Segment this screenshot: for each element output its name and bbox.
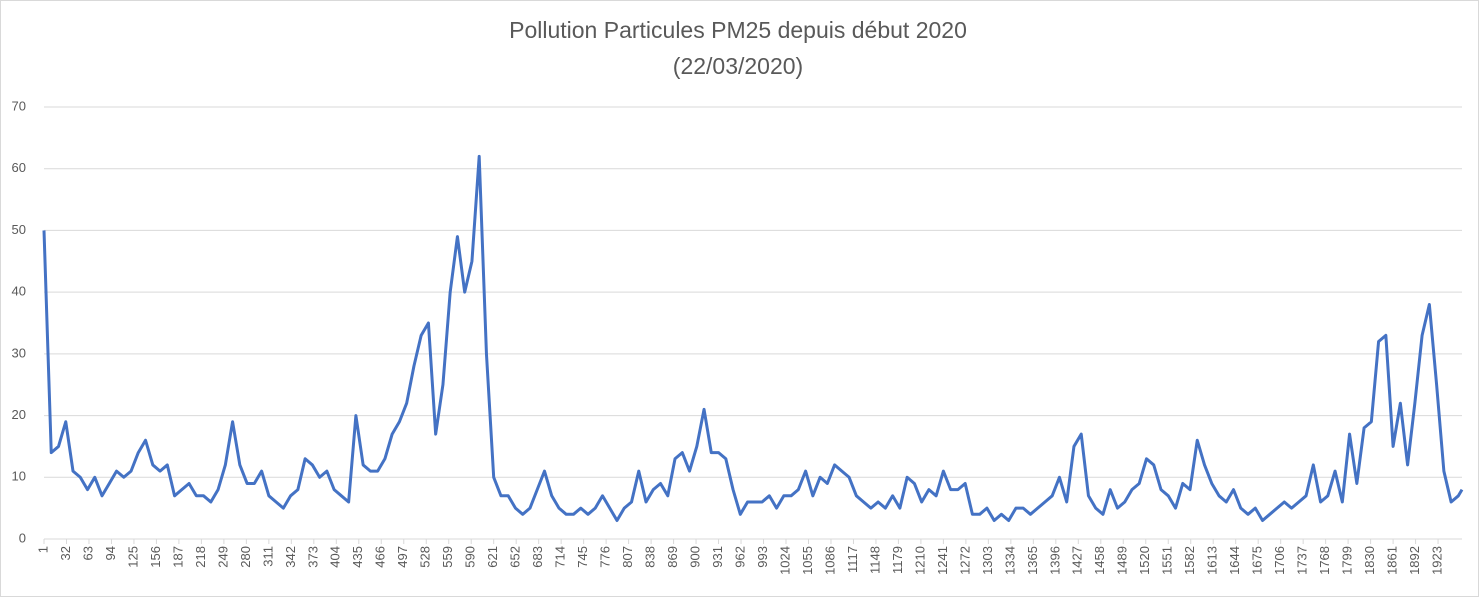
x-tick-label: 1799	[1340, 546, 1355, 575]
y-tick-label: 0	[19, 530, 26, 545]
x-tick-label: 838	[643, 546, 658, 568]
x-tick-label: 1551	[1160, 546, 1175, 575]
x-tick-label: 1334	[1002, 546, 1017, 575]
x-tick-label: 342	[283, 546, 298, 568]
x-tick-label: 156	[148, 546, 163, 568]
x-tick-label: 311	[260, 546, 275, 567]
x-tick-label: 94	[103, 546, 118, 560]
x-tick-label: 1427	[1070, 546, 1085, 575]
x-tick-label: 1675	[1250, 546, 1265, 575]
x-tick-label: 1520	[1137, 546, 1152, 575]
x-tick-label: 1055	[800, 546, 815, 575]
x-tick-label: 1241	[935, 546, 950, 575]
chart-subtitle: (22/03/2020)	[673, 53, 803, 79]
x-tick-label: 1117	[845, 546, 860, 573]
x-tick-label: 1489	[1115, 546, 1130, 575]
x-tick-label: 1892	[1407, 546, 1422, 575]
x-tick-label: 621	[485, 546, 500, 568]
x-tick-label: 1210	[912, 546, 927, 575]
x-tick-label: 931	[710, 546, 725, 568]
x-tick-label: 218	[193, 546, 208, 568]
x-tick-label: 404	[328, 546, 343, 568]
x-tick-label: 1303	[980, 546, 995, 575]
y-tick-label: 30	[12, 345, 26, 360]
x-tick-label: 1396	[1047, 546, 1062, 575]
x-tick-label: 125	[125, 546, 140, 568]
y-tick-label: 10	[12, 469, 26, 484]
x-tick-label: 807	[620, 546, 635, 568]
x-tick-label: 466	[373, 546, 388, 568]
x-tick-label: 714	[553, 546, 568, 568]
y-tick-label: 60	[12, 160, 26, 175]
x-tick-label: 1148	[867, 546, 882, 574]
x-tick-label: 1	[35, 546, 50, 553]
x-tick-label: 962	[732, 546, 747, 568]
x-tick-label: 1086	[822, 546, 837, 575]
x-tick-label: 1861	[1385, 546, 1400, 575]
x-tick-label: 497	[395, 546, 410, 568]
x-tick-label: 435	[350, 546, 365, 568]
x-tick-label: 1613	[1205, 546, 1220, 575]
x-tick-label: 1582	[1182, 546, 1197, 575]
x-tick-label: 776	[598, 546, 613, 568]
chart-title: Pollution Particules PM25 depuis début 2…	[509, 17, 967, 43]
x-tick-label: 1272	[957, 546, 972, 575]
x-tick-label: 1365	[1025, 546, 1040, 575]
x-tick-label: 590	[463, 546, 478, 568]
x-tick-label: 373	[305, 546, 320, 568]
x-tick-label: 187	[170, 546, 185, 568]
x-tick-label: 869	[665, 546, 680, 568]
x-tick-label: 32	[58, 546, 73, 560]
x-tick-label: 280	[238, 546, 253, 568]
y-tick-label: 40	[12, 284, 26, 299]
x-tick-label: 1706	[1272, 546, 1287, 575]
x-tick-label: 528	[418, 546, 433, 568]
x-tick-label: 1458	[1092, 546, 1107, 575]
x-tick-label: 1024	[777, 546, 792, 575]
x-tick-label: 1179	[890, 546, 905, 574]
x-tick-label: 1923	[1430, 546, 1445, 575]
x-tick-label: 652	[508, 546, 523, 568]
y-tick-label: 50	[12, 222, 26, 237]
x-tick-label: 745	[575, 546, 590, 568]
x-tick-label: 683	[530, 546, 545, 568]
x-tick-label: 63	[80, 546, 95, 560]
y-tick-label: 20	[12, 407, 26, 422]
x-tick-label: 1737	[1295, 546, 1310, 575]
x-tick-label: 993	[755, 546, 770, 568]
x-tick-label: 249	[215, 546, 230, 568]
x-tick-label: 1768	[1317, 546, 1332, 575]
x-tick-label: 900	[687, 546, 702, 568]
x-tick-label: 559	[440, 546, 455, 568]
x-tick-label: 1644	[1227, 546, 1242, 575]
x-tick-label: 1830	[1362, 546, 1377, 575]
data-line	[42, 154, 1464, 522]
y-tick-label: 70	[12, 98, 26, 113]
